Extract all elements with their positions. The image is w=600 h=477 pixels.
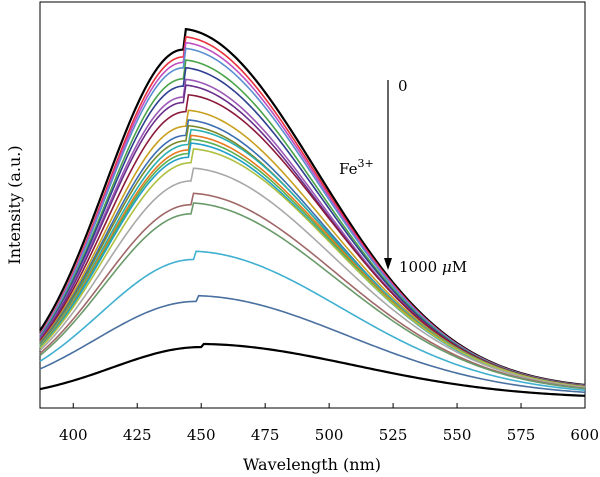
spectrum-line <box>39 202 586 390</box>
end-concentration-unit: M <box>452 258 467 276</box>
x-tick-label: 550 <box>443 426 472 444</box>
x-tick-label: 525 <box>379 426 408 444</box>
x-tick-label: 500 <box>315 426 344 444</box>
spectrum-line <box>39 148 586 388</box>
x-axis-label: Wavelength (nm) <box>243 455 381 474</box>
end-concentration-unit-symbol: μ <box>442 258 452 276</box>
spectra-series-group <box>39 27 586 397</box>
spectrum-line <box>39 78 586 387</box>
spectrum-line <box>39 294 586 394</box>
ion-symbol: Fe <box>339 160 358 178</box>
spectrum-line <box>39 192 586 390</box>
spectrum-line <box>39 342 586 397</box>
x-tick-label: 400 <box>59 426 88 444</box>
spectrum-line <box>39 250 586 392</box>
titration-arrow-head <box>384 258 392 270</box>
x-axis-ticks: 400 425 450 475 500 525 550 575 600 <box>59 403 599 444</box>
end-concentration-label: 1000 μM <box>399 258 467 276</box>
x-tick-label: 475 <box>251 426 280 444</box>
x-tick-label: 425 <box>123 426 152 444</box>
spectrum-line <box>39 167 586 389</box>
x-tick-label: 450 <box>187 426 216 444</box>
spectrum-line <box>39 84 586 388</box>
plot-frame <box>39 1 586 409</box>
start-concentration-label: 0 <box>398 77 408 95</box>
y-axis-label: Intensity (a.u.) <box>5 145 24 264</box>
x-tick-label: 575 <box>507 426 536 444</box>
ion-charge: 3+ <box>357 157 373 170</box>
x-tick-label: 600 <box>570 426 599 444</box>
ion-label: Fe3+ <box>339 157 374 178</box>
spectrum-line <box>39 66 586 387</box>
end-concentration-value: 1000 <box>399 258 442 276</box>
